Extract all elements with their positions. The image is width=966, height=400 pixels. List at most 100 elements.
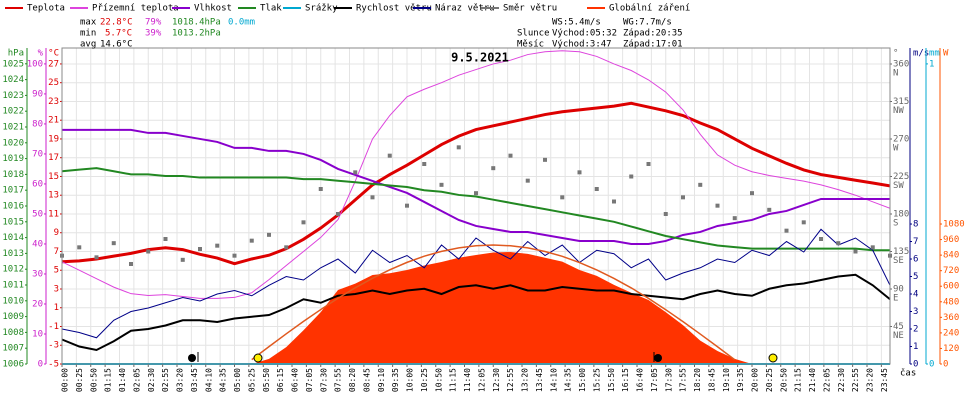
direction-point [525,178,530,183]
sunset-marker [768,353,778,363]
y-tick-label: 1 [54,303,59,313]
series-line [61,101,891,266]
x-tick-label: 07:05 [305,368,314,392]
moonset-marker [654,354,662,362]
legend-label: Rychlost větru [356,4,432,14]
x-tick-label: 03:20 [176,368,185,392]
y-axis-unit: m/s [913,49,929,59]
direction-point [198,247,202,251]
x-tick-label: 14:35 [564,368,573,392]
y-tick-label: 720 [943,266,959,276]
y-tick-label: 17 [48,153,59,163]
x-tick-label: 17:30 [664,368,673,392]
moonrise-marker [188,354,196,362]
x-tick-label: 05:25 [247,368,256,392]
direction-point [353,170,358,175]
stat-label: min [80,29,96,39]
y-tick-label: 1023 [2,91,24,101]
y-tick-label: 960 [943,235,959,245]
direction-point [767,207,772,212]
y-tick-label: 2 [913,325,918,335]
x-tick-label: 04:10 [204,368,213,392]
y-tick-label: 100 [27,59,43,69]
direction-point [129,262,133,266]
y-tick-label: 840 [943,251,959,261]
series-line [62,128,890,245]
y-tick-label: -3 [48,341,59,351]
series-line [61,50,891,299]
y-tick-label: 1 [929,59,934,69]
direction-point [318,187,323,191]
compass-label: N [893,69,898,79]
legend-label: Srážky [305,4,338,14]
y-tick-label: 0 [913,360,918,370]
x-tick-label: 20:25 [765,368,774,392]
x-tick-label: 07:30 [319,368,328,392]
x-tick-label: 12:05 [477,368,486,392]
y-tick-label: 50 [32,209,43,219]
y-tick-label: 225 [893,172,909,182]
direction-point [646,162,651,166]
y-tick-label: -5 [48,360,59,370]
direction-point [474,191,478,196]
y-tick-label: 360 [943,313,959,323]
y-tick-label: 1015 [2,217,24,227]
x-tick-label: 15:25 [592,368,601,392]
x-tick-label: 18:20 [693,368,702,392]
x-tick-label: 00:00 [61,368,70,392]
y-tick-label: 1008 [2,328,24,338]
y-tick-label: 21 [48,116,59,126]
x-tick-label: 13:45 [535,368,544,392]
direction-point [491,166,496,171]
y-tick-label: 8 [913,220,918,230]
x-tick-label: 08:45 [362,368,371,392]
y-tick-label: 13 [48,191,59,201]
x-tick-label: 07:55 [334,368,343,392]
info-text: Východ:05:32 [552,29,617,39]
y-tick-label: 1 [913,342,918,352]
direction-point [543,157,547,162]
x-tick-label: 23:45 [880,368,889,392]
direction-point [439,182,444,187]
y-tick-label: 30 [32,269,43,279]
y-tick-label: 1014 [2,233,24,243]
x-tick-label: 02:55 [161,368,170,392]
x-tick-label: 16:40 [636,368,645,392]
direction-point [801,220,806,225]
y-tick-label: 20 [32,299,43,309]
y-tick-label: 9 [54,228,59,238]
x-tick-label: 15:00 [578,368,587,392]
y-tick-label: 0 [38,360,43,370]
compass-label: NW [893,106,904,116]
y-tick-label: 1018 [2,170,24,180]
stat-value: 1018.4hPa [172,18,221,28]
direction-point [163,237,168,241]
direction-point [94,255,99,260]
stat-value: 0.0mm [228,18,255,28]
y-tick-label: 0 [943,360,948,370]
y-tick-label: 7 [913,237,918,247]
x-tick-label: 14:10 [549,368,558,392]
x-tick-label: 06:40 [291,368,300,392]
direction-point [698,182,703,187]
y-tick-label: 5 [913,272,918,282]
x-tick-label: 15:50 [607,368,616,392]
y-tick-label: 1006 [2,360,24,370]
info-text: Měsíc [517,40,544,50]
chart-title: 9.5.2021 [451,51,509,65]
direction-point [870,245,875,250]
x-tick-label: 02:05 [132,368,141,392]
x-tick-label: 21:15 [794,368,803,392]
x-tick-label: 13:20 [521,368,530,392]
y-tick-label: 60 [32,179,43,189]
direction-point [180,257,185,262]
y-tick-label: 80 [32,119,43,129]
y-tick-label: 3 [913,307,918,317]
info-text: Východ:3:47 [552,40,612,50]
direction-point [836,241,841,246]
x-tick-label: 01:40 [118,368,127,392]
x-tick-label: 22:30 [837,368,846,392]
y-tick-label: 1022 [2,107,24,117]
direction-point [422,162,427,166]
x-tick-label: 01:15 [104,368,113,392]
